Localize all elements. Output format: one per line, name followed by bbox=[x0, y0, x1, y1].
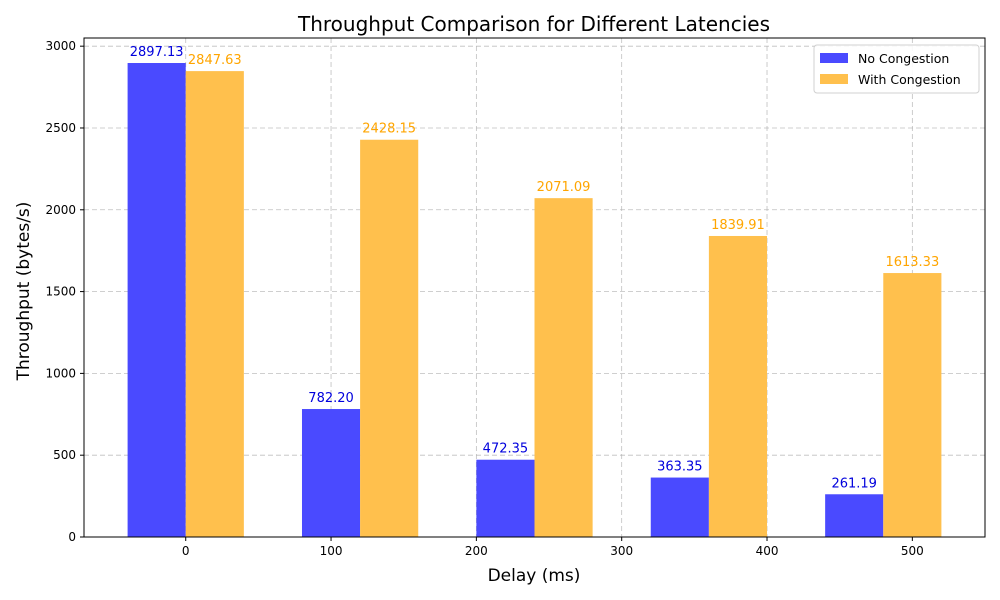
legend-box bbox=[813, 44, 980, 94]
y-tick-label: 2000 bbox=[45, 203, 76, 217]
legend-label: No Congestion bbox=[858, 51, 949, 66]
bar-value-label: 363.35 bbox=[657, 460, 703, 475]
bar-value-label: 2897.13 bbox=[130, 45, 184, 60]
x-tick-label: 200 bbox=[465, 544, 488, 558]
chart-title: Throughput Comparison for Different Late… bbox=[297, 12, 770, 36]
bar-value-label: 2428.15 bbox=[362, 122, 416, 137]
y-tick-label: 1500 bbox=[45, 285, 76, 299]
legend-swatch bbox=[820, 53, 848, 63]
bar bbox=[185, 71, 244, 537]
x-tick-label: 0 bbox=[182, 544, 190, 558]
y-tick-label: 3000 bbox=[45, 39, 76, 53]
bar bbox=[708, 235, 768, 538]
x-axis-label: Delay (ms) bbox=[488, 566, 581, 586]
y-axis-label: Throughput (bytes/s) bbox=[14, 202, 34, 382]
bar-value-label: 2847.63 bbox=[188, 53, 242, 68]
legend-label: With Congestion bbox=[858, 72, 961, 87]
x-tick-label: 500 bbox=[901, 544, 924, 558]
bar bbox=[127, 63, 186, 538]
bar-value-label: 1839.91 bbox=[711, 218, 765, 233]
bar bbox=[825, 494, 884, 537]
legend-swatch bbox=[820, 74, 848, 84]
bar-value-label: 2071.09 bbox=[537, 180, 591, 195]
bar bbox=[360, 139, 419, 537]
legend: No Congestion With Congestion bbox=[813, 44, 980, 94]
x-tick-label: 400 bbox=[756, 544, 779, 558]
bar-value-label: 261.19 bbox=[831, 476, 877, 491]
bar-value-label: 1613.33 bbox=[885, 255, 939, 270]
bar-value-label: 472.35 bbox=[483, 442, 529, 457]
y-tick-label: 500 bbox=[53, 448, 76, 462]
bar bbox=[301, 409, 361, 537]
plot-frame bbox=[83, 37, 986, 538]
bar bbox=[650, 477, 709, 537]
bar-value-label: 782.20 bbox=[308, 391, 354, 406]
bars bbox=[127, 63, 942, 538]
bar bbox=[476, 459, 535, 537]
x-tick-label: 100 bbox=[320, 544, 343, 558]
x-tick-label: 300 bbox=[610, 544, 633, 558]
bar bbox=[534, 198, 593, 537]
data-labels: 2897.13 782.20 472.35 363.35 261.19 2847.63 24… bbox=[130, 45, 939, 491]
y-tick-label: 1000 bbox=[45, 366, 76, 380]
y-tick-label: 0 bbox=[68, 530, 76, 544]
y-tick-label: 2500 bbox=[45, 121, 76, 135]
bar bbox=[883, 273, 942, 537]
axis-ticks: 0 500 1000 1500 2000 2500 3000 0 100 200 300 400 500 bbox=[45, 39, 923, 558]
